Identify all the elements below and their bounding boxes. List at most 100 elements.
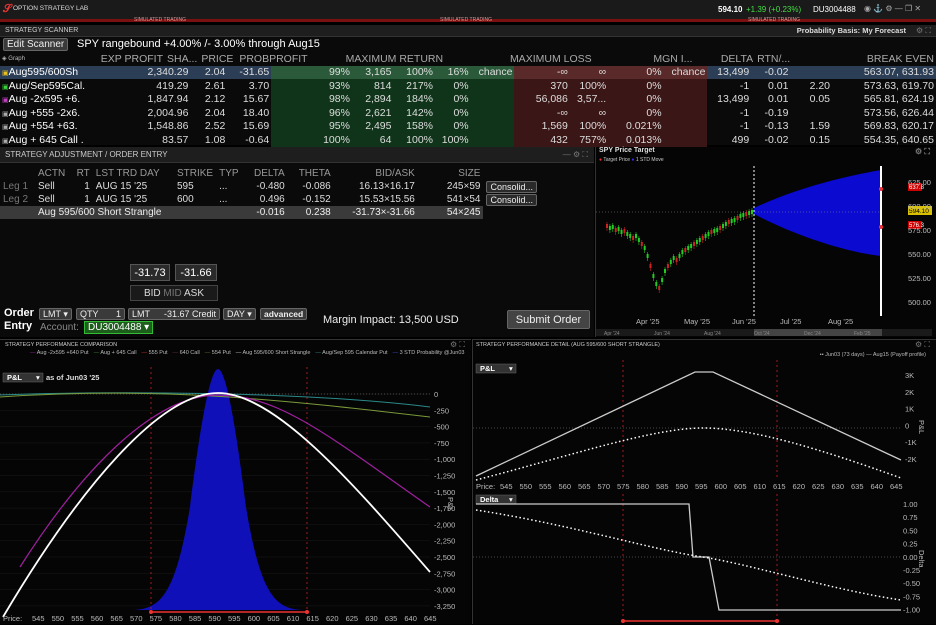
detail-pl-select[interactable] (475, 363, 517, 374)
account-select[interactable]: DU3004488 ▾ (84, 321, 154, 334)
legend-item[interactable]: — 3 STD Probability @Jun03 (392, 350, 465, 356)
graph-checkbox-icon[interactable]: ▣ (2, 70, 9, 78)
leg-typ[interactable]: ... (219, 194, 228, 205)
panel-controls-icon[interactable]: ⚙ ⛶ (450, 340, 465, 349)
probability-basis[interactable]: Probability Basis: My Forecast (796, 26, 906, 35)
legend-item[interactable]: — Aug -2x595 +640 Put (30, 350, 89, 356)
gear-icon[interactable]: ⚙ ⛶ (916, 26, 931, 35)
delta-select-label[interactable]: Delta (480, 495, 499, 504)
limit-price-field[interactable]: LMT -31.67 Credit (128, 308, 220, 320)
graph-checkbox-icon[interactable]: ▣ (2, 97, 9, 105)
col-rtn[interactable]: RTN/... (757, 52, 791, 65)
scanner-row-name[interactable]: ▣Aug + 645 Call . (2, 133, 84, 146)
order-leg-row[interactable]: Leg 2 Sell 1 AUG 15 '25 600... 0.496 -0.152 15.… (0, 193, 540, 206)
perf-title: STRATEGY PERFORMANCE COMPARISON ⚙ ⛶ (5, 340, 465, 349)
col-break-even[interactable]: BREAK EVEN (866, 52, 934, 65)
bid-label[interactable]: BID (143, 288, 161, 299)
breakeven-left-dot[interactable] (149, 610, 153, 614)
panel-controls-icon[interactable]: — ⚙ ⛶ (562, 150, 588, 159)
x-tick: 565 (578, 482, 591, 491)
price-selector[interactable]: BID MID ASK (130, 285, 218, 301)
leg-strike[interactable]: 595 (176, 181, 194, 192)
toolbar-icons[interactable]: ◉ ⚓ ⚙ — ❒ ✕ (864, 4, 922, 13)
quantity-field[interactable]: QTY 1 (76, 308, 125, 320)
breakeven-right-dot[interactable] (305, 610, 309, 614)
target-lower-dot[interactable] (879, 225, 883, 229)
graph-checkbox-icon[interactable]: ▣ (2, 124, 9, 132)
legend-item[interactable]: — 640 Call (172, 350, 200, 356)
col-margin[interactable]: MGN I... (653, 52, 693, 65)
col-exp-profit[interactable]: EXP PROFIT (100, 52, 163, 65)
legend-item[interactable]: — Aug + 645 Call (93, 350, 137, 356)
leg-actn[interactable]: Sell (38, 181, 55, 192)
scanner-row-name[interactable]: ▣Aug -2x595 +6. (2, 93, 81, 106)
pl-select-label[interactable]: P&L (7, 373, 22, 382)
leg-actn[interactable]: Sell (38, 194, 55, 205)
leg-typ[interactable]: ... (219, 181, 228, 192)
target-upper-dot[interactable] (879, 187, 883, 191)
scanner-row-name[interactable]: ▣Aug595/600Sh (2, 66, 79, 79)
scanner-row[interactable]: ▣Aug + 645 Call . 83.57 1.08 -0.64 100% 64 100… (0, 133, 936, 147)
delta-breakeven-right-dot[interactable] (775, 619, 779, 623)
panel-controls-icon[interactable]: ⚙ ⛶ (915, 147, 930, 156)
leg-strike[interactable]: 600 (176, 194, 194, 205)
legend-item[interactable]: — 554 Put (204, 350, 231, 356)
legend-item[interactable]: — 555 Put (141, 350, 168, 356)
short-strangle-line (2, 392, 431, 618)
edit-scanner-button[interactable]: Edit Scanner (3, 38, 69, 51)
scanner-title: STRATEGY SCANNER Probability Basis: My F… (0, 25, 936, 37)
graph-checkbox-icon[interactable]: ▣ (2, 110, 9, 118)
order-type-select[interactable]: LMT ▾ (39, 308, 72, 320)
cell-de: 0.01 (768, 93, 789, 106)
pl-select[interactable] (2, 372, 44, 383)
scanner-row-name[interactable]: ▣Aug +555 -2x6. (2, 106, 81, 119)
advanced-button[interactable]: advanced (260, 308, 308, 320)
x-tick: 580 (637, 482, 650, 491)
legend-item[interactable]: — Aug 595/600 Short Strangle (235, 350, 311, 356)
scanner-row[interactable]: ▣Aug +555 -2x6. 2,004.96 2.04 18.40 96% 2,621… (0, 106, 936, 120)
chevron-down-icon[interactable]: ▾ (509, 364, 513, 373)
hdr-bid-ask: BID/ASK (375, 168, 415, 179)
hdr-typ: TYP (219, 168, 239, 179)
scanner-row[interactable]: ▣Aug +554 +63. 1,548.86 2.52 15.69 95% 2,495 1… (0, 119, 936, 133)
mid-label[interactable]: MID (163, 288, 182, 299)
order-leg-row[interactable]: Leg 1 Sell 1 AUG 15 '25 595... -0.480 -0.086 16… (0, 180, 540, 193)
cell-mr4: chance (470, 65, 515, 79)
detail-charts[interactable]: P&L ▾ 3K 2K 1K 0 -1K -2K P&L Price: 545 550 555 5… (473, 360, 936, 625)
bid-price-button[interactable]: -31.73 (130, 264, 170, 281)
delta-breakeven-left-dot[interactable] (621, 619, 625, 623)
consolidated-button[interactable]: Consolid... (486, 193, 537, 206)
graph-toggle[interactable]: ◈ Graph (2, 56, 25, 63)
col-sharpe[interactable]: SHA... (167, 52, 198, 65)
perf-axis-label: P&L (446, 497, 455, 511)
leg-size: 245×59 (446, 181, 481, 192)
graph-checkbox-icon[interactable]: ▣ (2, 83, 9, 91)
scanner-row[interactable]: ▣Aug595/600Sh 2,340.29 2.04 -31.65 99% 3,165 1… (0, 65, 936, 79)
panel-controls-icon[interactable]: ⚙ ⛶ (915, 340, 930, 349)
perf-chart[interactable]: P&L ▾ as of Jun03 '25 0 -250 -500 -750 -1,00… (0, 367, 471, 625)
submit-order-button[interactable]: Submit Order (507, 310, 590, 329)
timeline-scroll-thumb[interactable] (754, 329, 882, 336)
ask-price-button[interactable]: -31.66 (175, 264, 217, 281)
chevron-down-icon[interactable]: ▾ (36, 373, 40, 382)
col-price[interactable]: PRICE (201, 52, 234, 65)
graph-checkbox-icon[interactable]: ▣ (2, 137, 9, 145)
col-max-return[interactable]: MAXIMUM RETURN (345, 52, 444, 65)
col-max-loss[interactable]: MAXIMUM LOSS (509, 52, 592, 65)
price-target-chart[interactable]: 637.8 594.10 576.3 625.00 600.00 575.00 550… (596, 166, 936, 337)
scanner-row-name[interactable]: ▣Aug/Sep595Cal. (2, 79, 86, 92)
scanner-row[interactable]: ▣Aug -2x595 +6. 1,847.94 2.12 15.67 98% 2,894… (0, 92, 936, 106)
ask-label[interactable]: ASK (184, 288, 205, 299)
scanner-row-name[interactable]: ▣Aug +554 +63. (2, 120, 78, 133)
x-tick: 585 (656, 482, 669, 491)
detail-pl-label[interactable]: P&L (480, 364, 495, 373)
col-probprofit[interactable]: PROBPROFIT (239, 52, 308, 65)
strategy-name: Aug 595/600 Short Strangle (38, 207, 162, 218)
chevron-down-icon[interactable]: ▾ (509, 495, 513, 504)
consolidated-button[interactable]: Consolid... (486, 180, 537, 193)
legend-item[interactable]: — Aug/Sep 595 Calendar Put (315, 350, 388, 356)
cell-be: 573.56, 626.44 (863, 106, 934, 119)
tif-select[interactable]: DAY ▾ (223, 308, 256, 320)
col-delta[interactable]: DELTA (720, 52, 754, 65)
scanner-row[interactable]: ▣Aug/Sep595Cal. 419.29 2.61 3.70 93% 814 217% 0… (0, 79, 936, 93)
